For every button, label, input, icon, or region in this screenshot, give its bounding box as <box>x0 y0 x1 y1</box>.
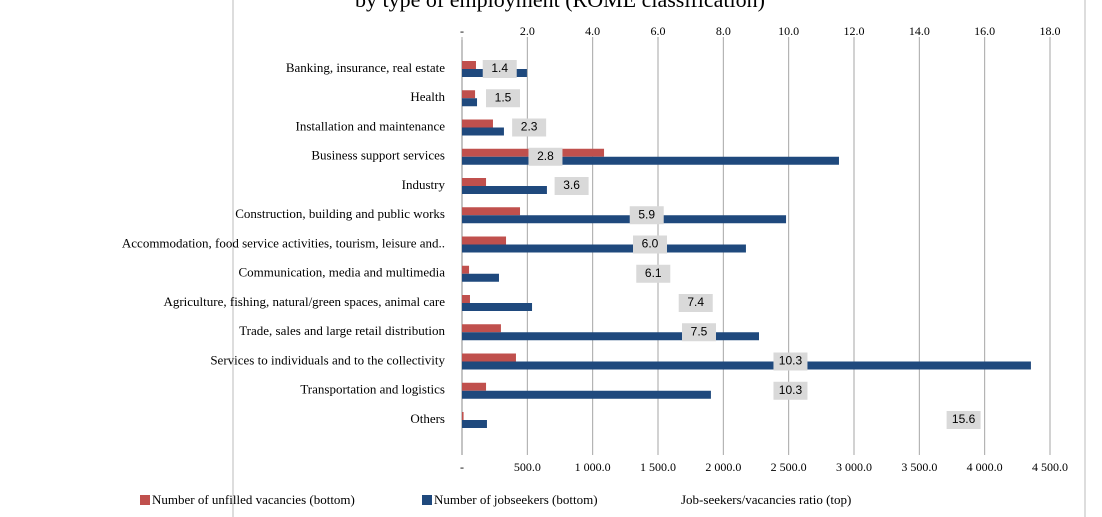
x2-tick-label: 12.0 <box>844 24 865 38</box>
category-label: Industry <box>402 177 446 192</box>
bar <box>462 390 711 399</box>
ratio-label-box <box>636 264 671 283</box>
x-tick-label: 4 500.0 <box>1032 460 1068 474</box>
category-label: Construction, building and public works <box>235 206 445 221</box>
category-label: Health <box>410 89 445 104</box>
bar <box>462 420 487 428</box>
ratio-label-box <box>946 411 981 429</box>
ratio-label-box <box>486 89 520 108</box>
chart-title: by type of employment (ROME classificati… <box>355 0 765 12</box>
category-label: Installation and maintenance <box>296 118 446 133</box>
x-tick-label: 2 500.0 <box>771 460 807 474</box>
category-label: Others <box>410 411 445 426</box>
ratio-label: 2.8 <box>537 149 554 163</box>
ratio-label: 6.1 <box>645 266 662 280</box>
ratio-label: 15.6 <box>952 412 976 426</box>
x2-tick-label: 14.0 <box>909 24 930 38</box>
category-label: Accommodation, food service activities, … <box>122 235 445 250</box>
ratio-label-box <box>678 294 713 312</box>
legend-label: Number of unfilled vacancies (bottom) <box>152 492 355 507</box>
bar <box>462 265 470 274</box>
bar <box>462 324 501 333</box>
ratio-label-box <box>528 147 563 166</box>
ratio-label: 10.3 <box>779 354 803 368</box>
bar <box>462 382 487 391</box>
bar <box>462 207 521 216</box>
bar <box>462 98 478 107</box>
x2-tick-label: 4.0 <box>585 24 600 38</box>
bar <box>462 127 504 136</box>
bar <box>462 186 547 194</box>
category-label: Transportation and logistics <box>300 382 445 397</box>
legend-swatch <box>140 495 150 505</box>
ratio-label-box <box>773 381 808 400</box>
x2-tick-label: 10.0 <box>778 24 799 38</box>
bar <box>462 236 507 245</box>
ratio-label: 7.4 <box>687 295 704 309</box>
x2-tick-label: - <box>460 24 464 38</box>
x2-tick-label: 6.0 <box>651 24 666 38</box>
x-tick-label: 3 000.0 <box>836 460 872 474</box>
x-tick-label: 500.0 <box>514 460 541 474</box>
x2-tick-label: 18.0 <box>1040 24 1061 38</box>
bar <box>462 90 476 99</box>
ratio-label-box <box>482 60 517 78</box>
category-label: Banking, insurance, real estate <box>286 60 445 75</box>
category-label: Agriculture, fishing, natural/green spac… <box>163 294 445 309</box>
ratio-label: 10.3 <box>779 383 803 397</box>
ratio-label: 2.3 <box>521 120 538 134</box>
bar <box>462 295 470 303</box>
ratio-label-box <box>773 352 808 371</box>
ratio-label: 1.5 <box>495 90 512 104</box>
bar <box>462 119 493 128</box>
x2-tick-label: 8.0 <box>716 24 731 38</box>
ratio-label-box <box>633 235 667 254</box>
ratio-label: 1.4 <box>491 61 508 75</box>
bar <box>462 244 746 253</box>
category-label: Trade, sales and large retail distributi… <box>239 323 445 338</box>
ratio-label: 6.0 <box>642 237 659 251</box>
category-label: Business support services <box>311 148 445 163</box>
x-tick-label: 4 000.0 <box>967 460 1003 474</box>
x-tick-label: 2 000.0 <box>705 460 741 474</box>
bar <box>462 361 1031 370</box>
x-tick-label: 1 000.0 <box>575 460 611 474</box>
bar <box>462 303 533 311</box>
x-tick-label: 3 500.0 <box>901 460 937 474</box>
ratio-label-box <box>554 177 589 195</box>
ratio-label-box <box>629 206 664 225</box>
x2-tick-label: 16.0 <box>974 24 995 38</box>
legend-label: Number of jobseekers (bottom) <box>434 492 598 507</box>
bar <box>462 61 476 69</box>
legend-label: Job-seekers/vacancies ratio (top) <box>681 492 851 507</box>
legend-swatch <box>422 495 432 505</box>
x2-tick-label: 2.0 <box>520 24 535 38</box>
bar <box>462 353 516 362</box>
bar <box>462 273 499 282</box>
ratio-label: 7.5 <box>691 324 708 338</box>
ratio-label-box <box>512 118 547 137</box>
bar <box>462 215 787 224</box>
x-tick-label: - <box>460 460 464 474</box>
ratio-label-box <box>682 323 716 342</box>
x-tick-label: 1 500.0 <box>640 460 676 474</box>
bar <box>462 156 839 165</box>
category-label: Communication, media and multimedia <box>238 265 445 280</box>
bar <box>462 412 464 420</box>
ratio-label: 3.6 <box>563 178 580 192</box>
ratio-label: 5.9 <box>638 207 655 221</box>
category-label: Services to individuals and to the colle… <box>210 352 445 367</box>
bar <box>462 332 760 341</box>
bar <box>462 178 487 186</box>
